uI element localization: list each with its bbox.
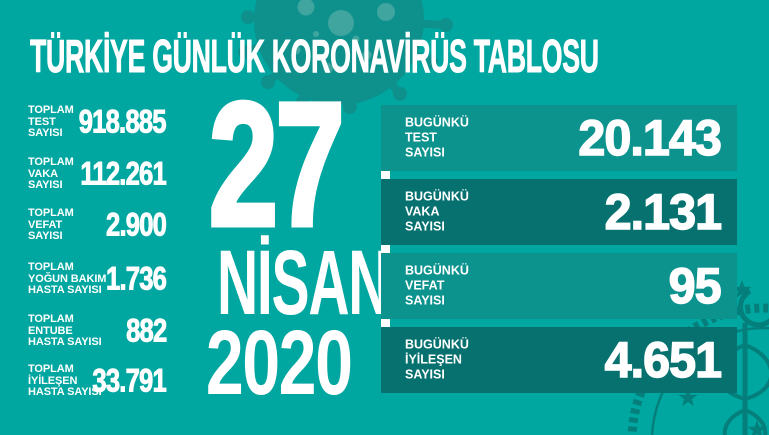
label-line: TOPLAM — [28, 362, 74, 375]
total-recovered-row: TOPLAM İYİLEŞEN HASTA SAYISI 33.791 — [28, 358, 167, 404]
daily-death-row: BUGÜNKÜ VEFAT SAYISI 95 — [381, 253, 737, 319]
total-value: 2.900 — [105, 206, 168, 243]
label-line: VAKA — [405, 204, 440, 219]
label-line: SAYISI — [405, 145, 445, 160]
total-intubated-row: TOPLAM ENTUBE HASTA SAYISI 882 — [28, 308, 167, 354]
label-line: BUGÜNKÜ — [405, 115, 469, 130]
total-value: 1.736 — [105, 260, 168, 297]
label-line: VEFAT — [405, 278, 445, 293]
label-line: SAYISI — [405, 293, 445, 308]
total-label: TOPLAM İYİLEŞEN HASTA SAYISI — [28, 362, 102, 399]
label-line: TEST — [28, 115, 56, 128]
daily-label: BUGÜNKÜ TEST SAYISI — [405, 116, 469, 161]
label-line: İYİLEŞEN — [28, 374, 78, 387]
total-case-row: TOPLAM VAKA SAYISI 112.261 — [28, 151, 167, 197]
daily-value: 20.143 — [578, 109, 723, 167]
label-line: İYİLEŞEN — [405, 352, 462, 367]
total-death-row: TOPLAM VEFAT SAYISI 2.900 — [28, 202, 168, 248]
date-day: 27 — [207, 67, 347, 263]
label-line: TOPLAM — [28, 312, 74, 325]
daily-label: BUGÜNKÜ İYİLEŞEN SAYISI — [405, 338, 469, 383]
label-line: HASTA SAYISI — [28, 385, 102, 398]
label-line: TOPLAM — [28, 260, 74, 273]
label-line: TOPLAM — [28, 155, 74, 168]
date-year: 2020 — [205, 312, 353, 414]
label-line: TOPLAM — [28, 103, 74, 116]
label-line: TOPLAM — [28, 206, 74, 219]
label-line: SAYISI — [405, 219, 445, 234]
total-label: TOPLAM VAKA SAYISI — [28, 155, 74, 192]
total-icu-row: TOPLAM YOĞUN BAKIM HASTA SAYISI 1.736 — [28, 256, 168, 302]
daily-label: BUGÜNKÜ VAKA SAYISI — [405, 190, 469, 235]
total-test-row: TOPLAM TEST SAYISI 918.885 — [28, 99, 168, 145]
total-value: 918.885 — [79, 103, 168, 140]
label-line: BUGÜNKÜ — [405, 337, 469, 352]
label-line: SAYISI — [28, 126, 63, 139]
date-block: 27 NİSAN 2020 — [182, 0, 390, 435]
total-label: TOPLAM TEST SAYISI — [28, 103, 74, 140]
daily-recovered-row: BUGÜNKÜ İYİLEŞEN SAYISI 4.651 — [381, 327, 737, 393]
total-value: 882 — [125, 312, 167, 349]
label-line: VEFAT — [28, 218, 63, 231]
label-line: TEST — [405, 130, 437, 145]
label-line: HASTA SAYISI — [28, 335, 102, 348]
daily-value: 2.131 — [604, 183, 723, 241]
label-line: SAYISI — [28, 229, 63, 242]
label-line: BUGÜNKÜ — [405, 263, 469, 278]
daily-value: 95 — [668, 257, 722, 315]
label-line: HASTA SAYISI — [28, 283, 102, 296]
coronavirus-icon — [238, 0, 453, 114]
panel-left-bar — [381, 105, 390, 393]
daily-value: 4.651 — [604, 331, 723, 389]
daily-panel: BUGÜNKÜ TEST SAYISI 20.143 BUGÜNKÜ VAKA … — [381, 105, 737, 393]
page-title: TÜRKİYE GÜNLÜK KORONAVİRÜS TABLOSU — [30, 30, 600, 83]
total-label: TOPLAM VEFAT SAYISI — [28, 206, 74, 243]
date-month: NİSAN — [216, 232, 390, 334]
total-label: TOPLAM YOĞUN BAKIM HASTA SAYISI — [28, 260, 107, 297]
daily-test-row: BUGÜNKÜ TEST SAYISI 20.143 — [381, 105, 737, 171]
label-line: SAYISI — [28, 178, 63, 191]
label-line: ENTUBE — [28, 324, 73, 337]
total-value: 33.791 — [92, 362, 167, 399]
label-line: YOĞUN BAKIM — [28, 272, 107, 285]
daily-label: BUGÜNKÜ VEFAT SAYISI — [405, 264, 469, 309]
total-value: 112.261 — [80, 155, 167, 192]
label-line: BUGÜNKÜ — [405, 189, 469, 204]
label-line: SAYISI — [405, 367, 445, 382]
daily-case-row: BUGÜNKÜ VAKA SAYISI 2.131 — [381, 179, 737, 245]
label-line: VAKA — [28, 167, 58, 180]
total-label: TOPLAM ENTUBE HASTA SAYISI — [28, 312, 102, 349]
